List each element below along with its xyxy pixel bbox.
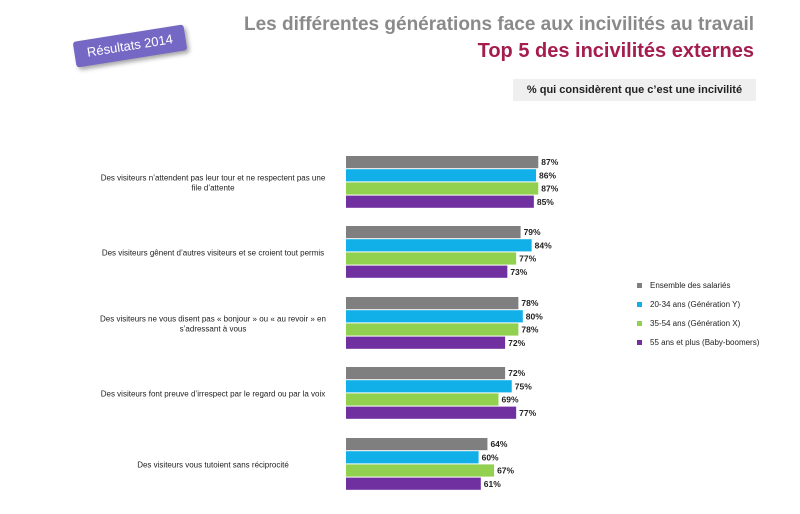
chart-legend: Ensemble des salariés 20-34 ans (Générati… — [637, 280, 759, 356]
bar-value-label: 61% — [484, 479, 501, 489]
bar-value-label: 75% — [515, 381, 532, 391]
legend-item: 55 ans et plus (Baby-boomers) — [637, 337, 759, 347]
bar-value-label: 86% — [539, 170, 556, 180]
bar-value-label: 78% — [521, 298, 538, 308]
bar — [346, 336, 506, 349]
bar — [346, 239, 532, 252]
bar — [346, 477, 481, 490]
legend-label: 35-54 ans (Génération X) — [650, 318, 741, 328]
bar-value-label: 87% — [541, 157, 558, 167]
category-label: Des visiteurs n’attendent pas leur tour … — [101, 173, 326, 192]
legend-swatch — [637, 339, 642, 345]
bar-value-label: 85% — [537, 197, 554, 207]
bar — [346, 182, 539, 195]
bar — [346, 195, 534, 208]
legend-label: 20-34 ans (Génération Y) — [650, 299, 741, 309]
bar — [346, 438, 488, 451]
bar — [346, 323, 519, 336]
legend-swatch — [637, 320, 642, 326]
category-label: Des visiteurs ne vous disent pas « bonjo… — [100, 314, 326, 333]
chart-subtitle: Top 5 des incivilités externes — [477, 40, 754, 62]
bar — [346, 265, 508, 278]
bar — [346, 451, 479, 464]
category-label: Des visiteurs font preuve d’irrespect pa… — [101, 389, 326, 398]
bar — [346, 226, 521, 239]
bar-value-label: 73% — [510, 267, 527, 277]
category-label: Des visiteurs gênent d’autres visiteurs … — [102, 248, 324, 257]
bar-value-label: 77% — [519, 254, 536, 264]
bar — [346, 169, 537, 182]
bar-value-label: 69% — [501, 395, 518, 405]
bar — [346, 367, 506, 380]
bar-value-label: 72% — [508, 338, 525, 348]
bar — [346, 252, 517, 265]
legend-item: 35-54 ans (Génération X) — [637, 318, 759, 328]
bar-value-label: 67% — [497, 466, 514, 476]
bar-value-label: 78% — [521, 325, 538, 335]
bar — [346, 156, 539, 169]
chart-title: Les différentes générations face aux inc… — [243, 14, 754, 35]
bar — [346, 406, 517, 419]
legend-swatch — [637, 282, 642, 288]
legend-swatch — [637, 301, 642, 307]
bar — [346, 297, 519, 310]
bar-value-label: 77% — [519, 408, 536, 418]
category-label: Des visiteurs vous tutoient sans récipro… — [137, 460, 289, 469]
bar-value-label: 84% — [535, 240, 552, 250]
bar — [346, 393, 499, 406]
bar — [346, 464, 495, 477]
bar-value-label: 72% — [508, 368, 525, 378]
bar-value-label: 80% — [526, 311, 543, 321]
legend-item: 20-34 ans (Génération Y) — [637, 299, 759, 309]
bar-value-label: 87% — [541, 184, 558, 194]
bar-value-label: 60% — [482, 452, 499, 462]
legend-item: Ensemble des salariés — [637, 280, 759, 290]
legend-label: 55 ans et plus (Baby-boomers) — [650, 337, 760, 347]
bar — [346, 310, 523, 323]
bar-value-label: 79% — [524, 227, 541, 237]
measure-note: % qui considèrent que c’est une incivili… — [513, 79, 756, 101]
legend-label: Ensemble des salariés — [650, 280, 731, 290]
bar-value-label: 64% — [490, 439, 507, 449]
bar — [346, 380, 512, 393]
